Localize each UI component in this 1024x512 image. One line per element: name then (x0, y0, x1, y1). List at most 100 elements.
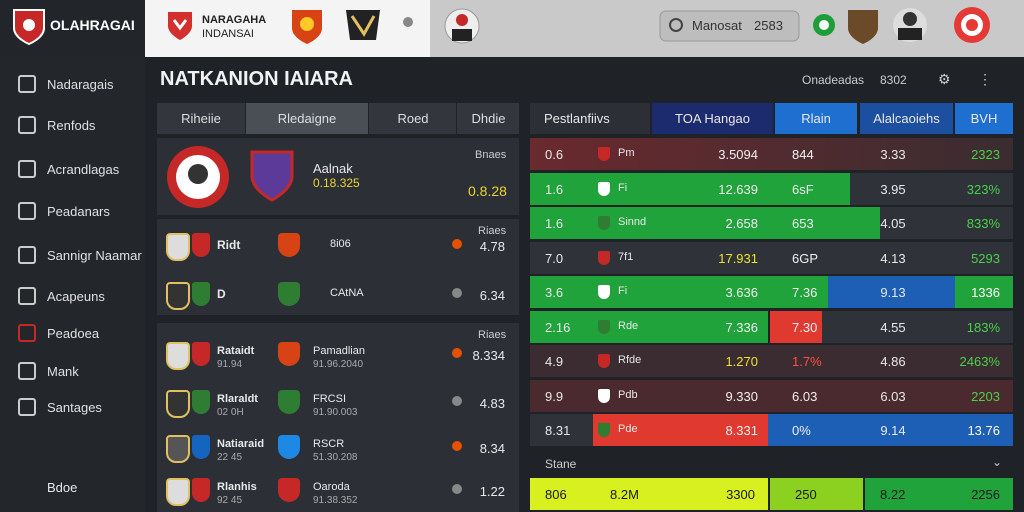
row-segment (530, 138, 1013, 170)
team-badge (192, 282, 210, 306)
team-icon (598, 354, 610, 368)
row-name: Rlaraldt (217, 393, 258, 405)
cell-value: 4.86 (880, 354, 906, 369)
group-label: Riaes (478, 225, 507, 237)
cell-team: Fi (618, 285, 628, 297)
more-icon[interactable]: ⋮ (978, 71, 992, 87)
cell-rank: 3.6 (545, 285, 564, 300)
cell-team: Pde (618, 423, 638, 435)
cell-value: 6sF (792, 181, 814, 197)
summary-value: 250 (795, 487, 817, 502)
team-badge (166, 342, 190, 370)
row-value: 8.34 (479, 441, 505, 456)
label: Bnaes (475, 149, 507, 161)
cell-amount: 2.658 (725, 216, 758, 231)
status-dot (452, 348, 462, 358)
cell-value: 7.36 (792, 285, 818, 300)
row-segment (530, 241, 1013, 274)
team-badge (192, 478, 210, 502)
column-header[interactable]: Rlain (775, 103, 857, 134)
value: 0.8.28 (468, 183, 507, 199)
toolbar-item[interactable]: Onadeadas (802, 73, 865, 87)
sidebar-item[interactable]: Nadaragais (47, 77, 114, 92)
sidebar-item[interactable]: Acrandlagas (47, 162, 120, 177)
sidebar-icon (18, 116, 36, 134)
cell-change: 2203 (971, 388, 1000, 404)
cell-value: 4.55 (880, 319, 906, 335)
sidebar-item[interactable]: Sannigr Naamar (47, 248, 142, 263)
team-badge (166, 282, 190, 310)
settings-icon[interactable]: ⚙ (938, 71, 951, 87)
column-header[interactable]: BVH (955, 103, 1013, 134)
row-name: Natiaraid (217, 438, 265, 450)
tab[interactable]: Riheiie (157, 103, 246, 134)
team-badge (166, 435, 190, 463)
team-icon (598, 181, 610, 196)
column-header[interactable]: Pestlanfiivs (530, 103, 650, 134)
team-badge (278, 435, 300, 459)
sidebar-item[interactable]: Santages (47, 400, 102, 415)
cell-amount: 3.636 (725, 285, 758, 300)
tab[interactable]: Rledaigne (246, 103, 369, 134)
cell-team: Pdb (618, 388, 638, 401)
row-team: RSCR (313, 438, 345, 450)
table-footer[interactable]: Stane (545, 457, 577, 471)
column-header[interactable]: Alalcaoiehs (860, 103, 953, 134)
team-badge (192, 435, 210, 459)
team-icon (598, 147, 610, 161)
cell-value: 6GP (792, 250, 819, 266)
expand-icon[interactable]: ⌄ (992, 455, 1003, 469)
column-header[interactable]: TOA Hangao (652, 103, 773, 134)
row-date: 91.90.003 (313, 407, 358, 418)
league-name: NARAGAHA (202, 14, 267, 26)
cell-value: 1.7% (792, 354, 822, 369)
summary-bar (865, 478, 1013, 510)
sidebar-item[interactable]: Renfods (47, 118, 96, 133)
summary-value: 3300 (726, 487, 755, 502)
team-badge (192, 390, 210, 414)
sidebar-icon (18, 287, 36, 305)
cell-value: 6.03 (880, 388, 906, 404)
toolbar-item[interactable]: 8302 (880, 73, 907, 87)
header-icons (13, 7, 990, 46)
sidebar-item[interactable]: Mank (47, 364, 79, 379)
team-icon (598, 423, 610, 437)
team-name: Aalnak (313, 161, 353, 176)
row-value: 4.78 (479, 239, 505, 254)
sidebar-item[interactable]: Acapeuns (47, 289, 105, 304)
row-sub: 91.94 (217, 359, 243, 370)
row-sub: 22 45 (217, 452, 243, 463)
tab[interactable]: Dhdie (458, 103, 520, 134)
cell-change: 1336 (971, 285, 1000, 300)
team-icon (598, 319, 610, 334)
row-date: 91.96.2040 (313, 359, 364, 370)
tab[interactable]: Roed (370, 103, 457, 134)
cell-change: 13.76 (967, 423, 1000, 438)
sidebar-footer[interactable]: Bdoe (47, 480, 78, 495)
cell-change: 323% (966, 181, 1000, 197)
cell-team: Rfde (618, 354, 642, 366)
cell-value: 4.13 (880, 250, 906, 266)
team-badge (192, 233, 210, 257)
cell-amount: 7.336 (725, 319, 758, 335)
cell-value: 0% (792, 423, 811, 438)
score: 0.18.325 (313, 176, 360, 190)
team-icon (598, 216, 610, 230)
sidebar-item[interactable]: Peadoea (47, 326, 100, 341)
cell-change: 183% (966, 319, 1000, 335)
row-team: CAtNA (330, 287, 364, 299)
row-name: Ridt (217, 238, 241, 252)
cell-amount: 8.331 (725, 423, 758, 438)
row-segment (593, 414, 768, 446)
row-segment (530, 172, 850, 205)
search-input[interactable]: Manosat (692, 18, 742, 33)
cell-team: Sinnd (618, 216, 647, 228)
row-sub: 92 45 (217, 495, 243, 506)
sidebar-item[interactable]: Peadanars (47, 204, 110, 219)
team-badge (278, 233, 300, 257)
row-segment (530, 414, 593, 446)
brand-name: OLAHRAGAI (50, 17, 135, 33)
cell-rank: 9.9 (545, 388, 564, 404)
page-title: NATKANION IAIARA (160, 68, 353, 90)
